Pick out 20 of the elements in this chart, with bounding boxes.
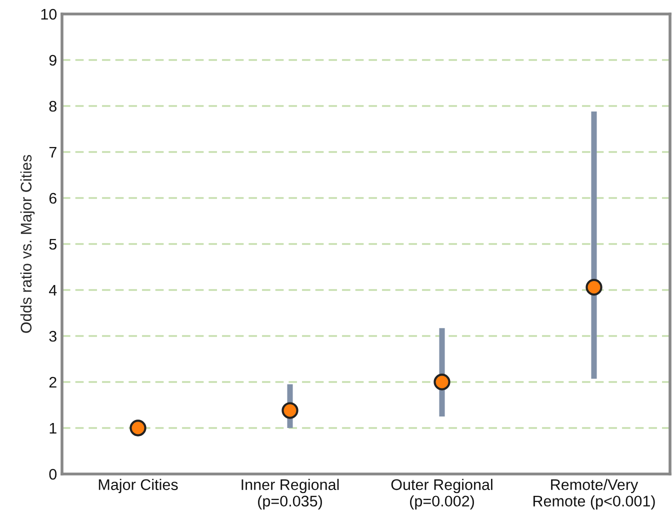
y-axis-title: Odds ratio vs. Major Cities — [20, 154, 35, 333]
y-tick-label: 7 — [49, 147, 56, 158]
x-tick-label: Major Cities — [98, 478, 178, 494]
x-tick-label: Remote/Very Remote (p<0.001) — [533, 478, 655, 510]
x-tick-label: Outer Regional (p=0.002) — [391, 478, 492, 510]
y-tick-label: 10 — [41, 8, 57, 20]
y-tick-label: 9 — [49, 54, 56, 66]
y-tick-label: 6 — [49, 192, 56, 204]
point — [130, 420, 146, 436]
y-tick-label: 3 — [49, 330, 56, 342]
y-tick-label: 2 — [49, 376, 56, 388]
x-tick-label: Inner Regional (p=0.035) — [242, 478, 339, 510]
y-tick-label: 8 — [49, 100, 56, 112]
point — [282, 402, 298, 419]
y-tick-label: 1 — [50, 423, 56, 434]
y-tick-label: 5 — [49, 239, 56, 250]
point — [586, 278, 602, 296]
point — [434, 374, 450, 390]
y-tick-label: 0 — [49, 468, 57, 480]
y-tick-label: 4 — [48, 285, 57, 296]
